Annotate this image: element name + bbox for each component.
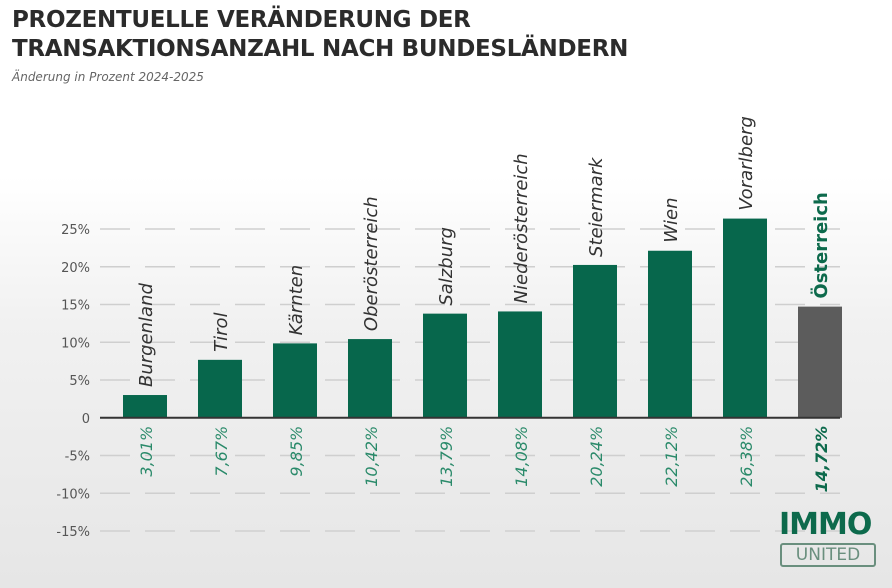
bar-wien [648, 250, 692, 418]
logo-united: UNITED [780, 543, 876, 567]
y-tick-label: 20% [61, 261, 90, 276]
value-label: 14,72% [812, 426, 831, 493]
value-label: 13,79% [437, 426, 456, 487]
y-tick-label: 0 [82, 412, 90, 427]
chart-title-line-1: PROZENTUELLE VERÄNDERUNG DER [12, 7, 471, 33]
bar-niederösterreich [498, 311, 542, 418]
bar-oberösterreich [348, 339, 392, 418]
y-tick-label: 25% [61, 223, 90, 238]
bar-steiermark [573, 264, 617, 418]
bar-österreich [798, 306, 842, 418]
y-tick-label: 10% [61, 336, 90, 351]
bar-vorarlberg [723, 218, 767, 418]
value-label: 14,08% [512, 426, 531, 487]
y-axis-ticks: 25% 20% 15% 10% 5% 0 -5% -10% -15% [56, 223, 90, 540]
value-label: 26,38% [737, 426, 756, 487]
category-label: Niederösterreich [511, 153, 532, 303]
chart-title-line-2: TRANSAKTIONSANZAHL NACH BUNDESLÄNDERN [12, 36, 629, 62]
value-label: 3,01% [137, 426, 156, 477]
category-labels: Burgenland Tirol Kärnten Oberösterreich Salz… [136, 116, 832, 387]
bar-tirol [198, 359, 242, 418]
bars [123, 218, 842, 418]
grid-lines [100, 228, 840, 532]
bar-burgenland [123, 395, 167, 418]
category-label: Burgenland [136, 283, 157, 388]
category-label: Tirol [211, 312, 232, 351]
bar-salzburg [423, 313, 467, 418]
chart-title: PROZENTUELLE VERÄNDERUNG DER TRANSAKTION… [12, 6, 628, 64]
category-label: Salzburg [436, 227, 457, 306]
y-tick-label: 5% [69, 374, 90, 389]
y-tick-label: -10% [56, 487, 90, 502]
logo-immo: IMMO [779, 507, 872, 542]
y-tick-label: -15% [56, 525, 90, 540]
category-label: Kärnten [286, 265, 307, 336]
y-tick-label: -5% [65, 450, 90, 465]
value-label: 10,42% [362, 426, 381, 487]
y-tick-label: 15% [61, 299, 90, 314]
category-label: Österreich [810, 192, 832, 298]
bar-kärnten [273, 343, 317, 418]
value-label: 9,85% [287, 426, 306, 477]
chart-subtitle: Änderung in Prozent 2024-2025 [12, 70, 204, 84]
category-label: Wien [661, 197, 682, 242]
value-labels: 3,01% 7,67% 9,85% 10,42% 13,79% 14,08% 20,24% 2… [137, 426, 831, 493]
category-label: Steiermark [586, 156, 607, 257]
category-label: Vorarlberg [736, 116, 757, 210]
value-label: 22,12% [662, 426, 681, 487]
category-label: Oberösterreich [361, 196, 382, 331]
value-label: 7,67% [212, 426, 231, 477]
value-label: 20,24% [587, 426, 606, 487]
